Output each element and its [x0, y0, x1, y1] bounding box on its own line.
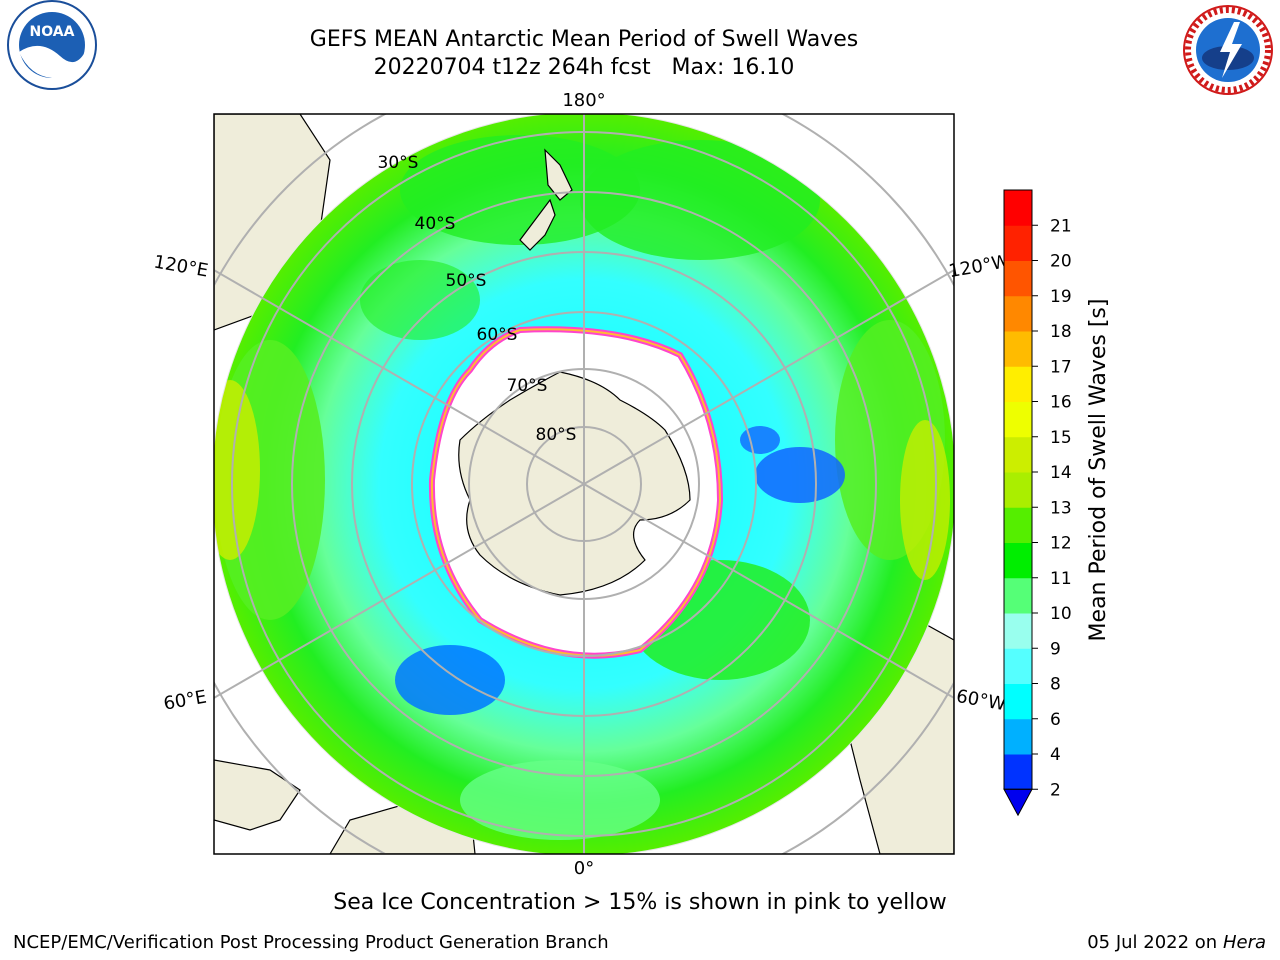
colorbar-segment: [1004, 718, 1032, 755]
colorbar-tick-label: 16: [1050, 393, 1072, 413]
colorbar-tick-label: 9: [1050, 639, 1061, 659]
colorbar-tick-label: 12: [1050, 534, 1072, 554]
new-zealand-north-island: [519, 198, 556, 251]
colorbar-tick-label: 8: [1050, 675, 1061, 695]
colorbar-tick-label: 20: [1050, 252, 1072, 272]
new-zealand-south-island: [544, 148, 573, 201]
lat-label-60s: 60°S: [477, 325, 518, 345]
footer-branch: NCEP/EMC/Verification Post Processing Pr…: [13, 932, 609, 953]
lon-label-120w: 120°W: [947, 251, 1011, 282]
sea-ice-caption: Sea Ice Concentration > 15% is shown in …: [333, 890, 947, 915]
colorbar-segment: [1004, 260, 1032, 297]
colorbar-segment: [1004, 331, 1032, 367]
madagascar-landmass: [214, 759, 301, 831]
nws-logo: [1176, 0, 1280, 104]
colorbar-outline: [1003, 189, 1033, 790]
lon-label-60e: 60°E: [162, 686, 208, 714]
colorbar-segment: [1004, 683, 1032, 720]
noaa-logo: NOAA: [0, 0, 104, 104]
colorbar-segment: [1004, 542, 1032, 579]
colorbar-segment: [1004, 225, 1032, 261]
map-area: [214, 114, 954, 854]
colorbar-tick-label: 13: [1050, 498, 1072, 518]
antarctica-landmass: [458, 371, 691, 596]
colorbar-segment: [1004, 190, 1032, 226]
lat-label-80s: 80°S: [536, 425, 577, 445]
lat-label-30s: 30°S: [378, 153, 419, 173]
colorbar-tick-label: 19: [1050, 287, 1072, 307]
graticule: [214, 114, 954, 854]
map-frame: [213, 113, 955, 855]
colorbar-tick-label: 18: [1050, 322, 1072, 342]
colorbar-label: Mean Period of Swell Waves [s]: [1086, 299, 1111, 642]
colorbar-tick-label: 17: [1050, 357, 1072, 377]
footer-date-text: 05 Jul 2022 on: [1087, 932, 1218, 953]
lon-label-120e: 120°E: [152, 251, 210, 281]
colorbar-extend-triangle: [1003, 788, 1033, 817]
colorbar-tick-label: 21: [1050, 216, 1072, 236]
colorbar-tick-label: 6: [1050, 710, 1061, 730]
colorbar-segment: [1004, 648, 1032, 684]
colorbar: 2 4 6 8 9 10 11 12 13 14 15 16 17 18 19 20 21: [1003, 189, 1072, 817]
colorbar-tick-label: 14: [1050, 463, 1072, 483]
colorbar-segment: [1004, 366, 1032, 402]
map-subtitle: 20220704 t12z 264h fcst Max: 16.10: [373, 55, 795, 80]
footer-date: 05 Jul 2022 on Hera: [1087, 932, 1266, 953]
lon-label-60w: 60°W: [955, 686, 1008, 715]
lat-label-50s: 50°S: [446, 271, 487, 291]
colorbar-segment: [1004, 472, 1032, 508]
colorbar-tick-label: 10: [1050, 604, 1072, 624]
colorbar-tick-label: 4: [1050, 745, 1061, 765]
map-title: GEFS MEAN Antarctic Mean Period of Swell…: [309, 27, 859, 52]
colorbar-segment: [1004, 613, 1032, 649]
colorbar-segment: [1004, 754, 1032, 790]
colorbar-tick-label: 11: [1050, 569, 1072, 589]
colorbar-tick-label: 2: [1050, 780, 1061, 800]
colorbar-segment: [1004, 295, 1032, 332]
colorbar-segment: [1004, 436, 1032, 473]
lat-label-40s: 40°S: [415, 214, 456, 234]
colorbar-segment: [1004, 577, 1032, 614]
colorbar-segment: [1004, 401, 1032, 438]
lon-label-0: 0°: [574, 858, 594, 879]
lon-label-180: 180°: [562, 90, 605, 111]
footer-machine: Hera: [1222, 932, 1266, 953]
lat-label-70s: 70°S: [507, 376, 548, 396]
svg-text:NOAA: NOAA: [30, 24, 75, 40]
colorbar-segment: [1004, 507, 1032, 543]
colorbar-tick-label: 15: [1050, 428, 1072, 448]
